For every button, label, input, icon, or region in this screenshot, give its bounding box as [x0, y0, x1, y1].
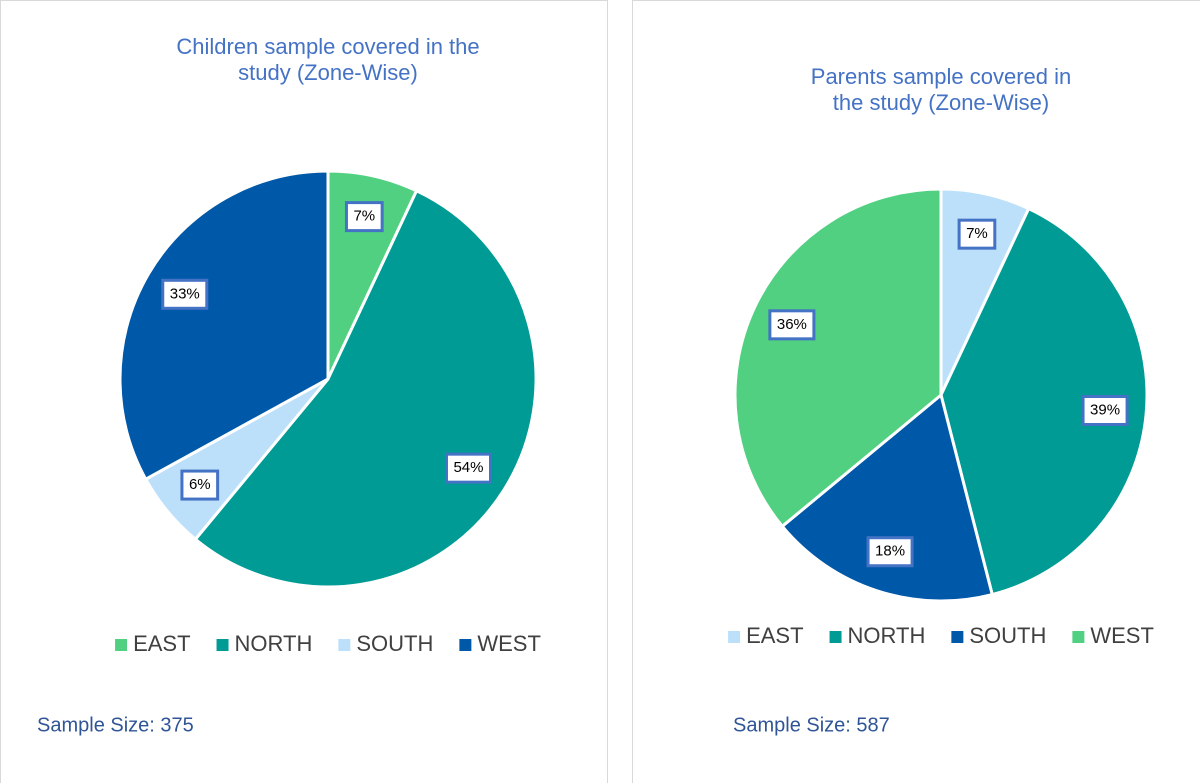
data-label-box — [768, 309, 816, 341]
data-label: 7% — [966, 225, 988, 242]
pie-slice — [193, 188, 538, 589]
legend-marker — [1072, 631, 1085, 643]
legend-marker — [115, 639, 128, 651]
data-label: 39% — [1090, 401, 1120, 418]
legend-label: WEST — [1090, 623, 1154, 648]
data-label-box — [957, 218, 997, 250]
data-label: 36% — [777, 316, 807, 333]
pie-slice — [733, 187, 943, 529]
pie-slice — [118, 169, 330, 482]
data-label-box — [866, 536, 914, 568]
legend-label: WEST — [477, 631, 541, 656]
legend-label: EAST — [133, 631, 190, 656]
data-label-box — [444, 452, 493, 484]
annotation: Sample Size: 587 — [733, 714, 890, 736]
panel — [632, 0, 1200, 783]
data-label: 33% — [170, 285, 200, 302]
legend-label: NORTH — [235, 631, 313, 656]
data-label-box — [161, 278, 209, 310]
legend-marker — [459, 639, 472, 651]
legend-marker — [338, 639, 351, 651]
annotation: Sample Size: 375 — [37, 714, 194, 736]
data-label: 54% — [453, 459, 483, 476]
legend-marker — [216, 639, 229, 651]
data-label-box — [1081, 395, 1129, 427]
pie-slice — [939, 206, 1149, 597]
legend-label: NORTH — [848, 623, 926, 648]
data-label: 6% — [189, 476, 211, 493]
data-label-box — [180, 469, 220, 501]
legend-label: EAST — [746, 623, 803, 648]
pie-slice — [780, 392, 995, 603]
legend-marker — [728, 631, 741, 643]
data-label: 7% — [353, 208, 375, 225]
chart-title: Children sample covered in the study (Zo… — [176, 34, 480, 85]
legend-marker — [829, 631, 842, 643]
panel — [0, 0, 608, 783]
legend-label: SOUTH — [356, 631, 433, 656]
chart-title: Parents sample covered in the study (Zon… — [810, 64, 1072, 115]
data-label: 18% — [875, 543, 905, 560]
legend-marker — [951, 631, 964, 643]
data-label-box — [344, 201, 384, 233]
legend-label: SOUTH — [969, 623, 1046, 648]
